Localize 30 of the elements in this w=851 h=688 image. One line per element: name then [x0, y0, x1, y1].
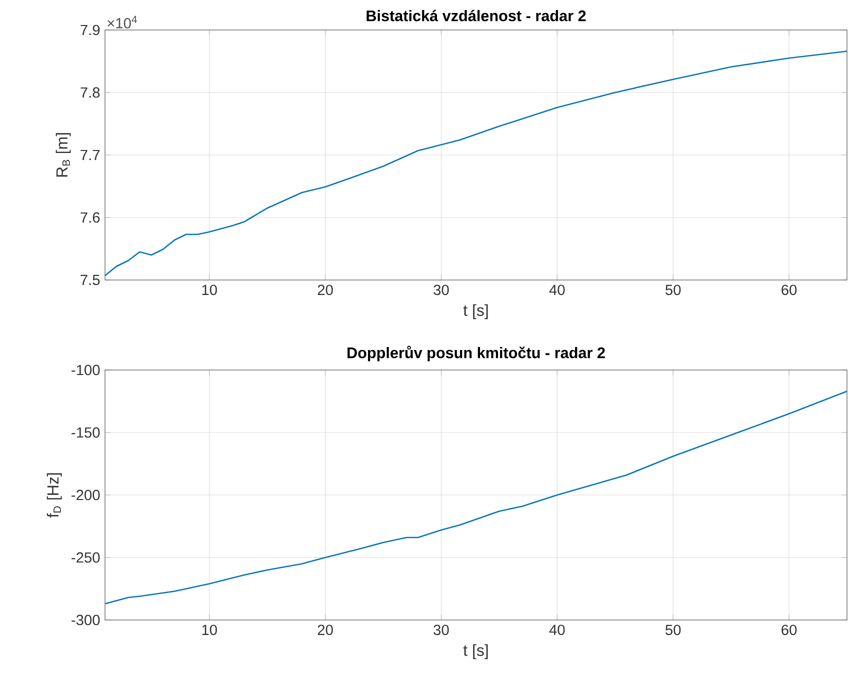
x-tick-label: 50 — [666, 624, 681, 636]
x-axis-title: t [s] — [463, 304, 488, 320]
y-tick-label: 7.8 — [80, 87, 100, 98]
y-axis-title: R$_{B}$ [m] — [56, 133, 71, 177]
y-tick-label: -100 — [72, 364, 100, 376]
y-axis-title: f$_{D}$ [Hz] — [46, 473, 62, 518]
x-tick-label: 40 — [549, 624, 565, 636]
y-tick-label: 7.5 — [80, 274, 100, 286]
x-tick-label: 20 — [318, 284, 333, 296]
x-tick-label: 20 — [318, 624, 333, 636]
y-tick-label: -300 — [72, 614, 100, 626]
y-tick-label: -150 — [72, 427, 100, 438]
y-tick-label: 7.6 — [80, 212, 100, 223]
x-tick-label: 30 — [434, 284, 449, 296]
x-tick-label: 60 — [782, 624, 797, 636]
line-series — [104, 50, 848, 276]
y-tick-label: 7.9 — [80, 24, 100, 36]
y-tick-label: 7.7 — [80, 150, 100, 160]
chart-title: Bistatická vzdálenost - radar 2 — [366, 10, 586, 22]
x-tick-label: 30 — [434, 624, 449, 636]
x-axis-title: t [s] — [463, 644, 488, 660]
x-tick-label: 50 — [666, 284, 681, 296]
x-tick-label: 60 — [782, 284, 797, 296]
x-tick-label: 10 — [202, 284, 217, 296]
x-tick-label: 10 — [202, 624, 217, 636]
text: ×10$^{4}$ — [108, 16, 137, 28]
x-tick-label: 40 — [549, 284, 565, 296]
chart-title: Dopplerův posun kmitočtu - radar 2 — [348, 346, 605, 362]
y-tick-label: -250 — [72, 552, 100, 563]
y-tick-label: -200 — [72, 490, 100, 500]
